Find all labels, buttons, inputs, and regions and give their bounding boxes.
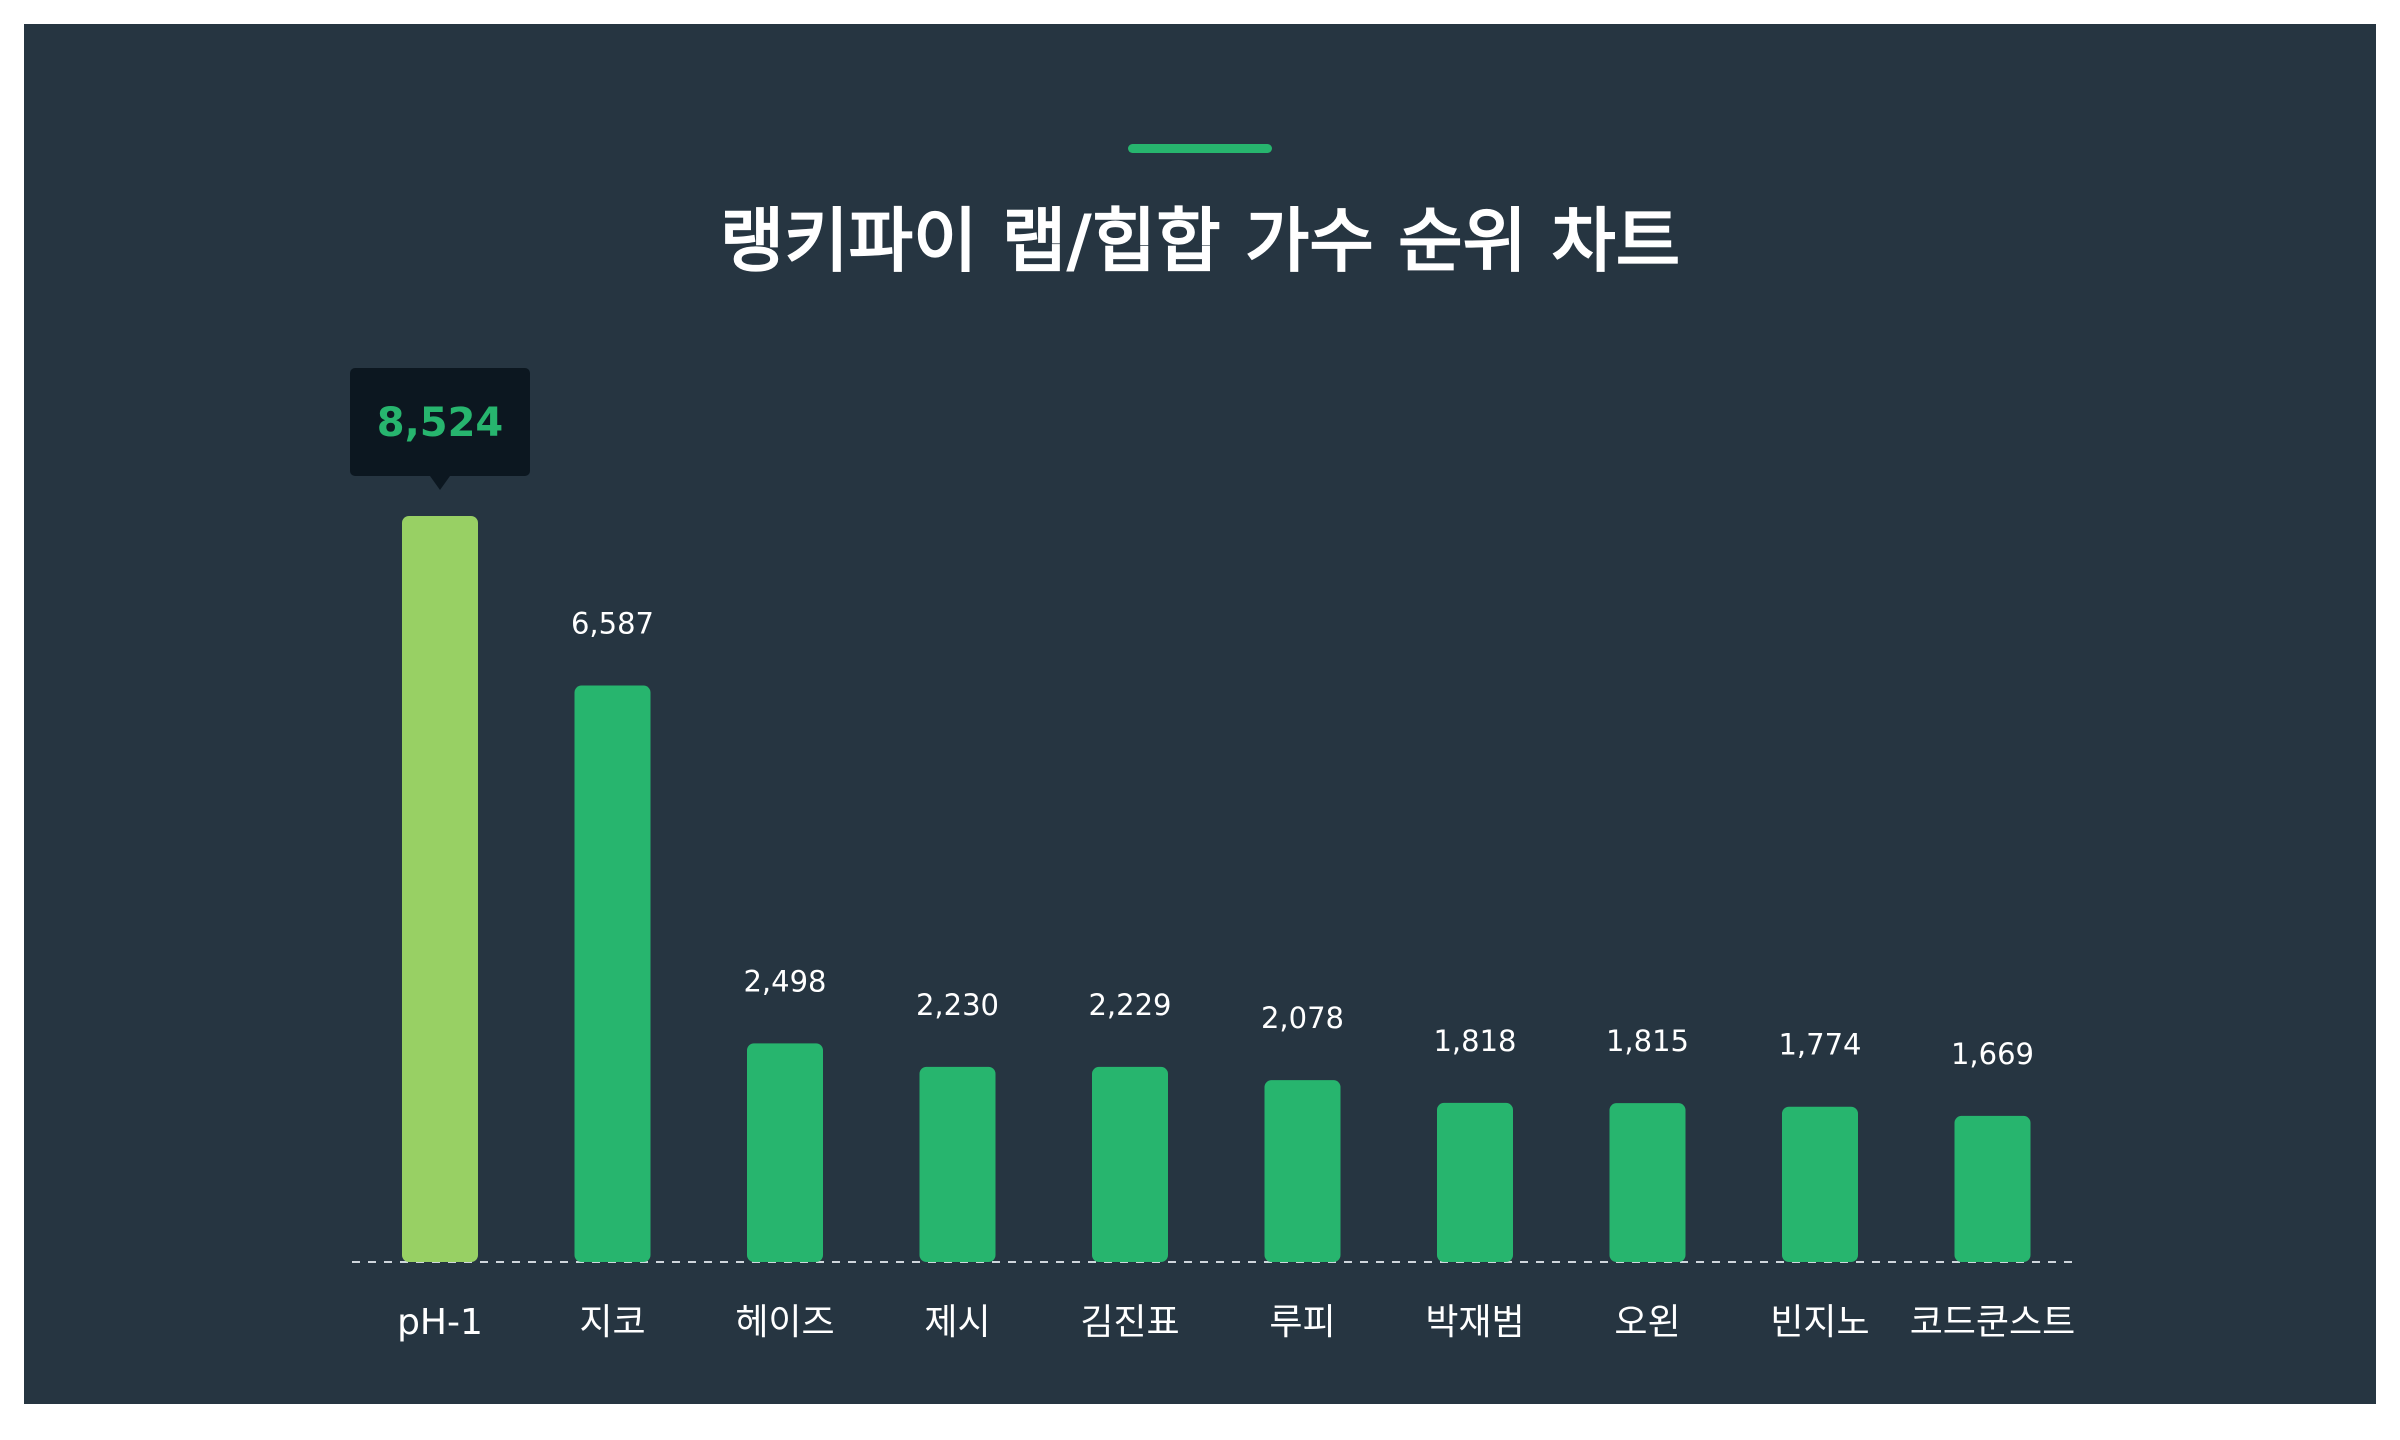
value-label: 2,078 — [1261, 1001, 1344, 1035]
value-label: 1,669 — [1951, 1037, 2034, 1071]
bar — [747, 1043, 823, 1262]
category-label: 코드쿤스트 — [1910, 1302, 2076, 1343]
bar — [402, 516, 478, 1262]
value-label: 2,498 — [743, 964, 826, 998]
bar — [1782, 1106, 1858, 1262]
chart-title: 랭키파이 랩/힙합 가수 순위 차트 — [719, 200, 1681, 282]
category-label: 루피 — [1269, 1302, 1335, 1343]
bar — [919, 1066, 996, 1262]
value-label: 1,818 — [1433, 1024, 1516, 1058]
value-label: 1,774 — [1778, 1028, 1861, 1062]
bar — [1092, 1066, 1168, 1262]
category-label: 지코 — [579, 1302, 645, 1343]
category-label: 박재범 — [1425, 1302, 1524, 1343]
category-label: pH-1 — [397, 1302, 483, 1343]
value-label: 6,587 — [571, 607, 654, 641]
category-label: 오왼 — [1614, 1302, 1680, 1343]
value-label: 2,229 — [1088, 988, 1171, 1022]
bar — [1954, 1115, 2031, 1262]
bar — [1264, 1080, 1341, 1262]
tooltip-pointer — [430, 476, 450, 490]
value-label: 2,230 — [916, 988, 999, 1022]
bar — [574, 685, 651, 1262]
category-label: 김진표 — [1080, 1302, 1179, 1343]
category-label: 제시 — [924, 1302, 990, 1343]
bar — [1609, 1103, 1686, 1262]
category-label: 빈지노 — [1770, 1302, 1869, 1343]
tooltip-value-label: 8,524 — [377, 400, 504, 446]
title-accent-line — [1128, 144, 1272, 153]
value-tooltip — [350, 368, 530, 476]
category-label: 헤이즈 — [735, 1302, 834, 1343]
bar — [1437, 1102, 1513, 1262]
value-label: 1,815 — [1606, 1024, 1689, 1058]
